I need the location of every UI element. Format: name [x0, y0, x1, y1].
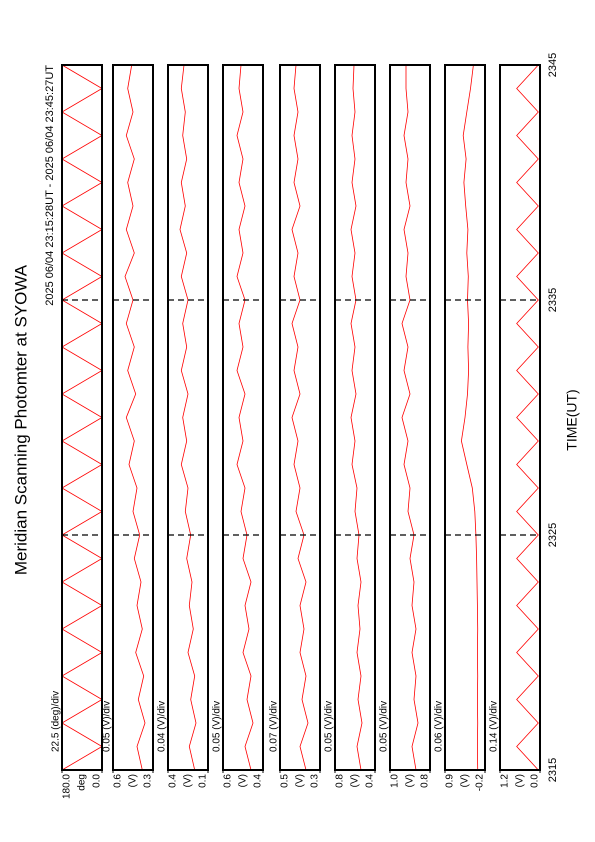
y-tick-label: 0.6 — [113, 774, 124, 788]
rotated-chart: Meridian Scanning Photomter at SYOWA 202… — [11, 53, 579, 799]
panel-frame — [389, 64, 431, 771]
y-axis-label: (V) — [350, 774, 361, 787]
trace — [401, 65, 419, 771]
scale-label: 0.05 (V)/div — [324, 701, 335, 752]
trace — [179, 64, 197, 771]
scale-label: 0.05 (V)/div — [102, 701, 113, 752]
scale-label: 0.05 (V)/div — [379, 701, 390, 752]
y-axis-label: (V) — [238, 774, 249, 787]
x-tick-label: 2345 — [547, 53, 559, 77]
scale-label: 0.07 (V)/div — [269, 701, 280, 752]
trace — [124, 64, 146, 771]
chart-title: Meridian Scanning Photomter at SYOWA — [11, 264, 30, 575]
y-tick-label: 180.0 — [62, 774, 73, 799]
y-axis-label: deg — [77, 774, 88, 791]
y-axis-label: (V) — [183, 774, 194, 787]
y-tick-label: 0.0 — [530, 774, 541, 788]
trace — [350, 64, 363, 771]
trace — [460, 64, 479, 771]
y-tick-label: 0.1 — [198, 774, 209, 788]
y-tick-label: 0.4 — [253, 774, 264, 788]
scale-label: 22.5 (deg)/div — [51, 691, 62, 752]
panel-frame — [279, 64, 321, 771]
y-axis-label: (V) — [460, 774, 471, 787]
y-tick-label: 1.0 — [390, 774, 401, 788]
y-tick-label: 0.9 — [445, 774, 456, 788]
scale-label: 0.06 (V)/div — [434, 701, 445, 752]
y-tick-label: 0.4 — [365, 774, 376, 788]
y-tick-label: 0.5 — [280, 774, 291, 788]
chart-subtitle: 2025 06/04 23:15:28UT - 2025 06/04 23:45… — [44, 65, 56, 306]
scale-label: 0.04 (V)/div — [157, 701, 168, 752]
scale-label: 0.05 (V)/div — [212, 701, 223, 752]
trace — [236, 64, 254, 771]
panel-frame — [444, 64, 486, 771]
y-axis-label: (V) — [405, 774, 416, 787]
trace — [516, 64, 539, 771]
x-tick-label: 2335 — [547, 288, 559, 312]
y-tick-label: 0.3 — [143, 774, 154, 788]
y-tick-label: 0.0 — [92, 774, 103, 788]
panel-frame — [499, 64, 541, 771]
trace — [61, 64, 103, 771]
y-axis-label: (V) — [295, 774, 306, 787]
x-tick-label: 2315 — [547, 758, 559, 782]
panel-frame — [334, 64, 376, 771]
y-axis-label: (V) — [128, 774, 139, 787]
y-tick-label: -0.2 — [475, 774, 486, 792]
y-tick-label: 1.2 — [500, 774, 511, 788]
panel-frame — [167, 64, 209, 771]
y-tick-label: 0.6 — [223, 774, 234, 788]
scale-label: 0.14 (V)/div — [489, 701, 500, 752]
panel-frame — [61, 64, 103, 771]
y-axis-label: (V) — [515, 774, 526, 787]
y-tick-label: 0.3 — [310, 774, 321, 788]
x-tick-label: 2325 — [547, 523, 559, 547]
y-tick-label: 0.8 — [335, 774, 346, 788]
y-tick-label: 0.4 — [168, 774, 179, 788]
y-tick-label: 0.8 — [420, 774, 431, 788]
panel-frame — [112, 64, 154, 771]
panel-frame — [222, 64, 264, 771]
x-axis-label: TIME(UT) — [564, 389, 580, 450]
trace — [291, 64, 309, 771]
